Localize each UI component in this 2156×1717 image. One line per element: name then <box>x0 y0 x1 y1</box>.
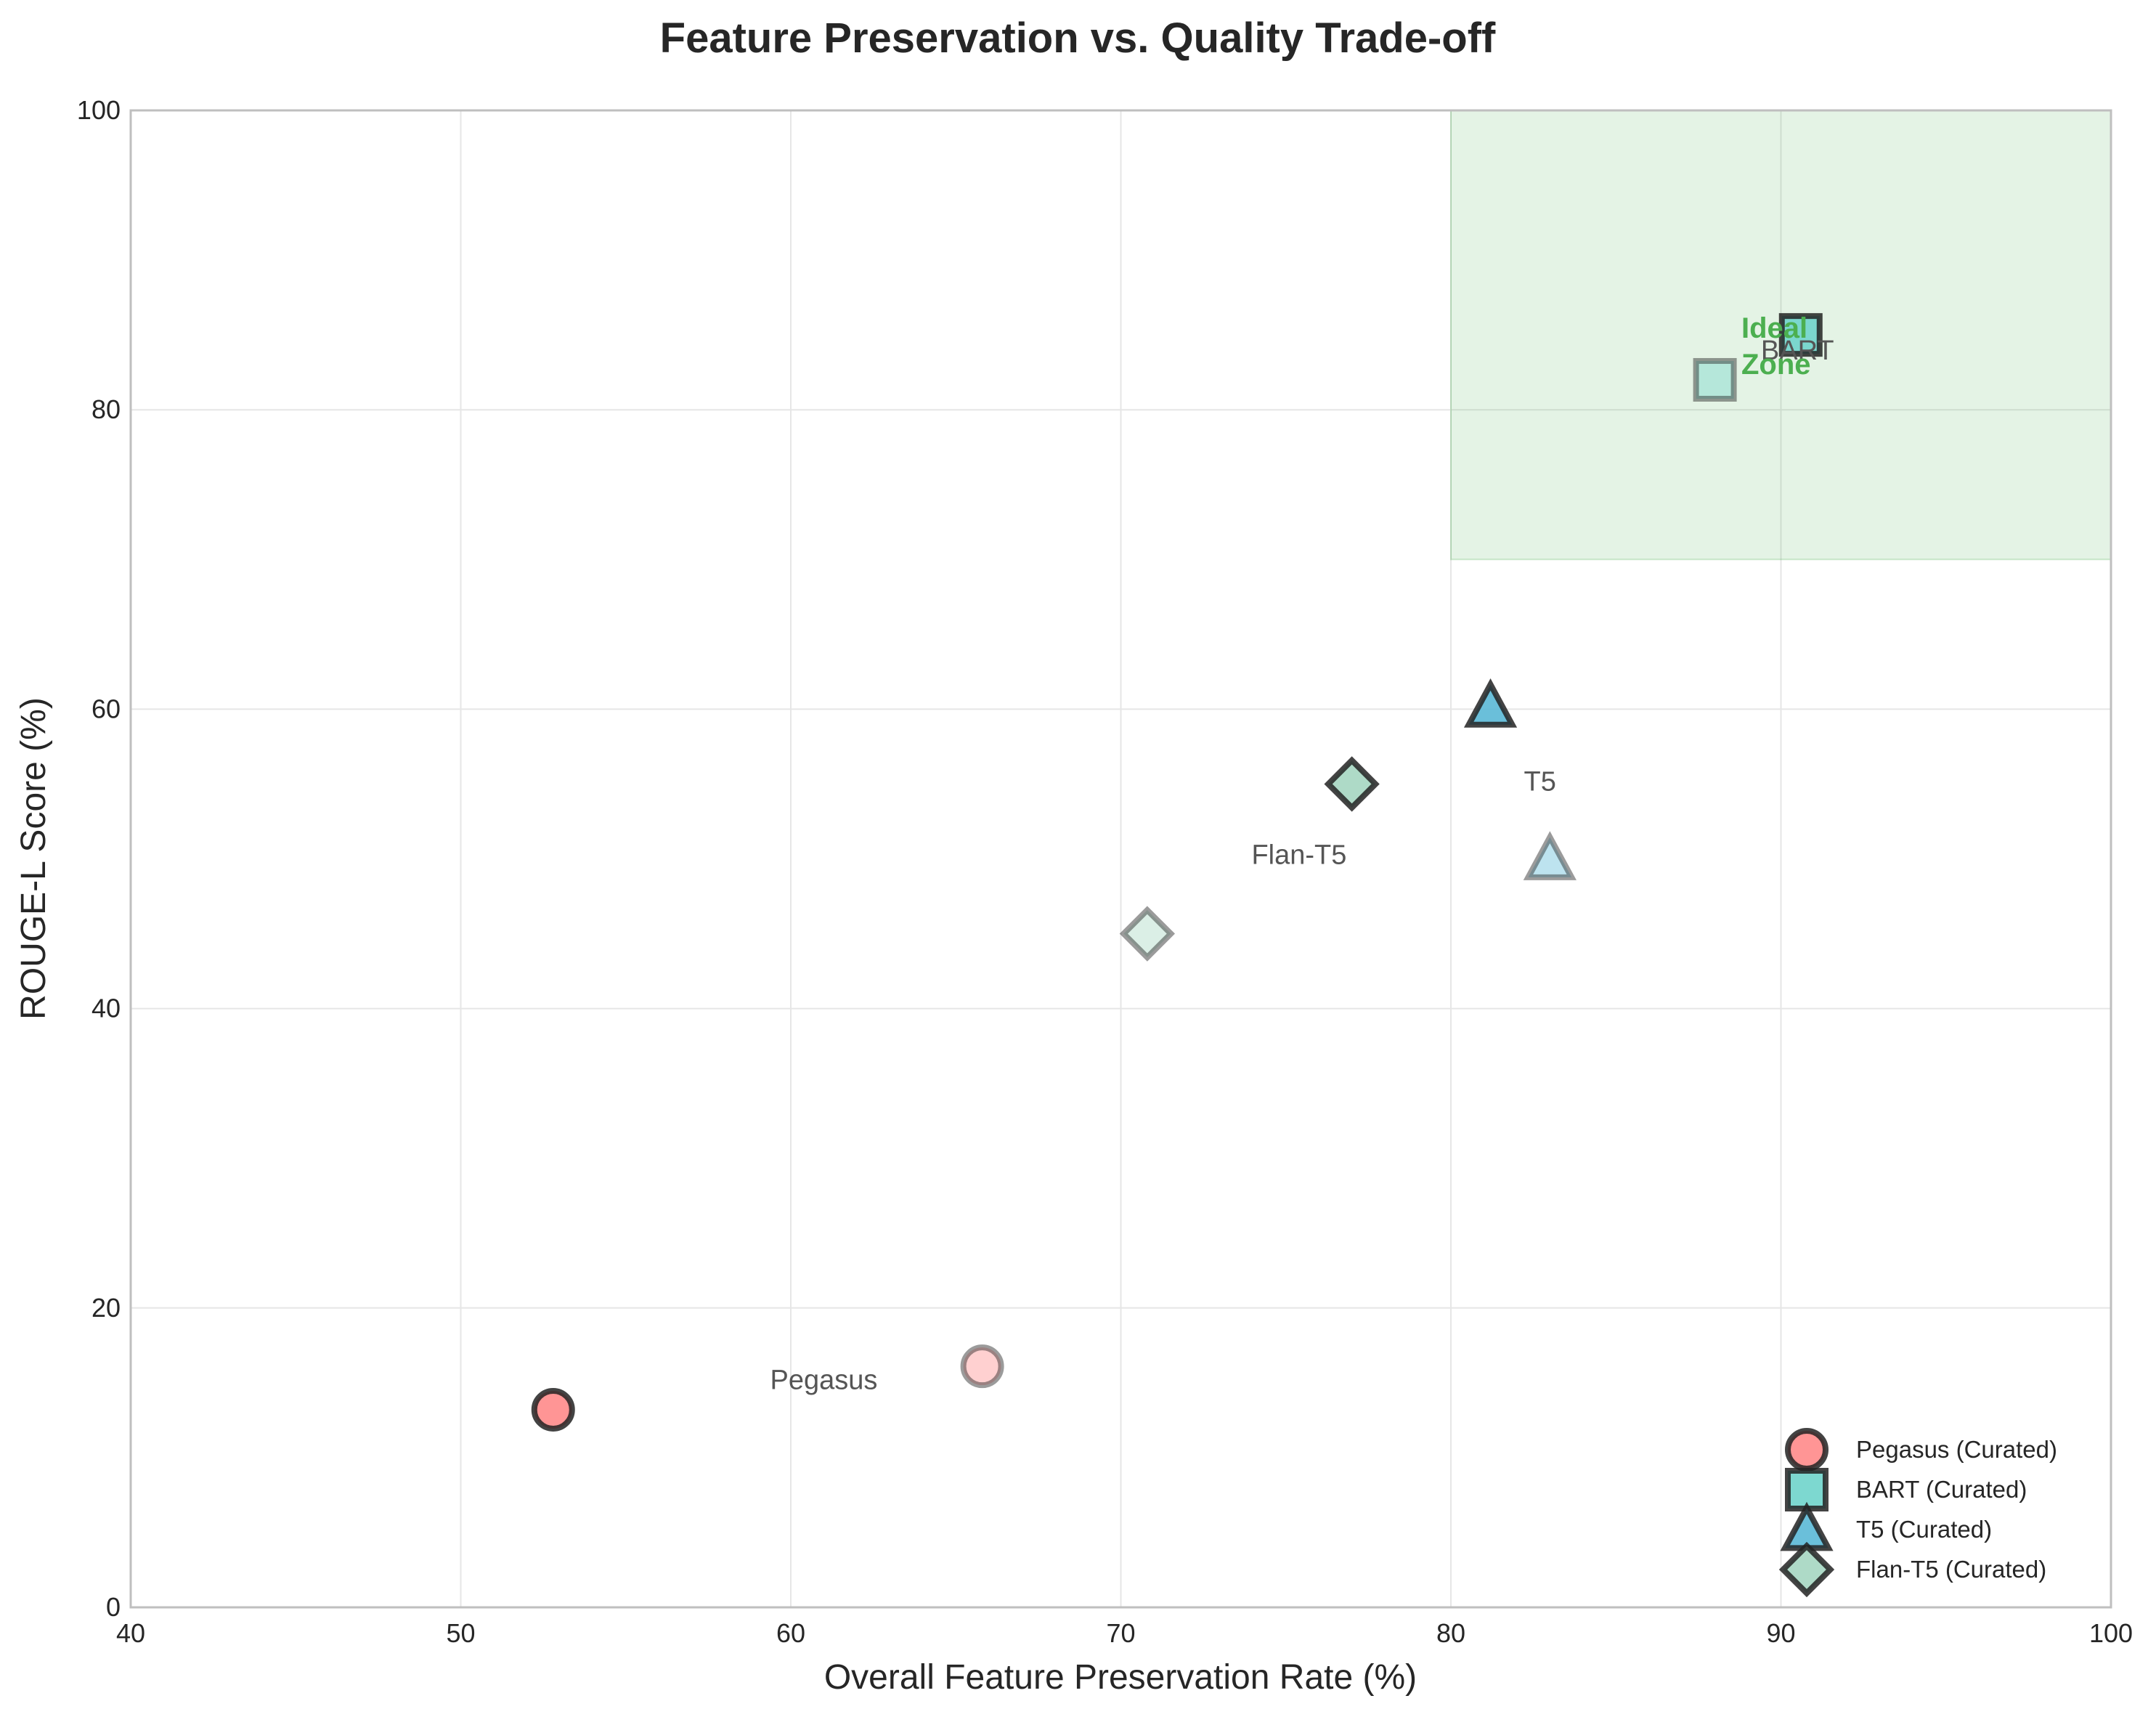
y-tick-labels: 0 20 40 60 80 100 <box>77 95 121 1622</box>
x-tick-label: 50 <box>446 1618 475 1648</box>
legend-label: Flan-T5 (Curated) <box>1856 1556 2046 1583</box>
point-t5-original <box>1523 831 1577 880</box>
x-tick-label: 60 <box>776 1618 805 1648</box>
annotation-pegasus: Pegasus <box>770 1365 878 1396</box>
x-tick-label: 40 <box>116 1618 145 1648</box>
legend-label: BART (Curated) <box>1856 1476 2027 1503</box>
x-tick-label: 80 <box>1436 1618 1465 1648</box>
point-t5-curated <box>1463 678 1518 728</box>
x-tick-label: 70 <box>1106 1618 1135 1648</box>
y-tick-label: 0 <box>106 1592 121 1622</box>
data-points <box>531 313 1823 1432</box>
y-tick-label: 100 <box>77 95 121 125</box>
annotation-flan-t5: Flan-T5 <box>1251 840 1346 870</box>
point-bart-curated <box>1778 313 1823 357</box>
ideal-zone-label: Ideal <box>1741 312 1807 344</box>
point-pegasus-curated <box>531 1387 575 1432</box>
chart-title: Feature Preservation vs. Quality Trade-o… <box>660 15 1496 62</box>
annotation-bart: BART <box>1761 336 1834 366</box>
y-tick-label: 60 <box>91 694 121 723</box>
legend-label: T5 (Curated) <box>1856 1516 1992 1543</box>
x-axis-label: Overall Feature Preservation Rate (%) <box>824 1658 1417 1697</box>
y-axis-label: ROUGE-L Score (%) <box>15 697 53 1020</box>
point-annotations: Pegasus BART T5 Flan-T5 Ideal Zone <box>770 312 1834 1396</box>
annotation-t5: T5 <box>1524 766 1556 797</box>
point-flan-t5-original <box>1119 906 1176 962</box>
legend-marker-flan-t5 <box>1778 1541 1835 1598</box>
y-tick-label: 20 <box>91 1293 121 1323</box>
point-flan-t5-curated <box>1324 756 1380 812</box>
legend: Pegasus (Curated) BART (Curated) T5 (Curat… <box>1778 1428 2057 1598</box>
x-tick-label: 100 <box>2089 1618 2133 1648</box>
y-tick-label: 80 <box>91 394 121 424</box>
ideal-zone-label: Zone <box>1741 349 1811 381</box>
plot-frame <box>129 109 2112 1609</box>
point-bart-original <box>1693 357 1737 402</box>
legend-marker-pegasus <box>1785 1428 1828 1472</box>
point-pegasus-original <box>960 1344 1004 1389</box>
x-tick-label: 90 <box>1766 1618 1795 1648</box>
y-tick-label: 40 <box>91 994 121 1023</box>
legend-label: Pegasus (Curated) <box>1856 1436 2057 1463</box>
x-tick-labels: 40 50 60 70 80 90 100 <box>116 1618 2133 1648</box>
